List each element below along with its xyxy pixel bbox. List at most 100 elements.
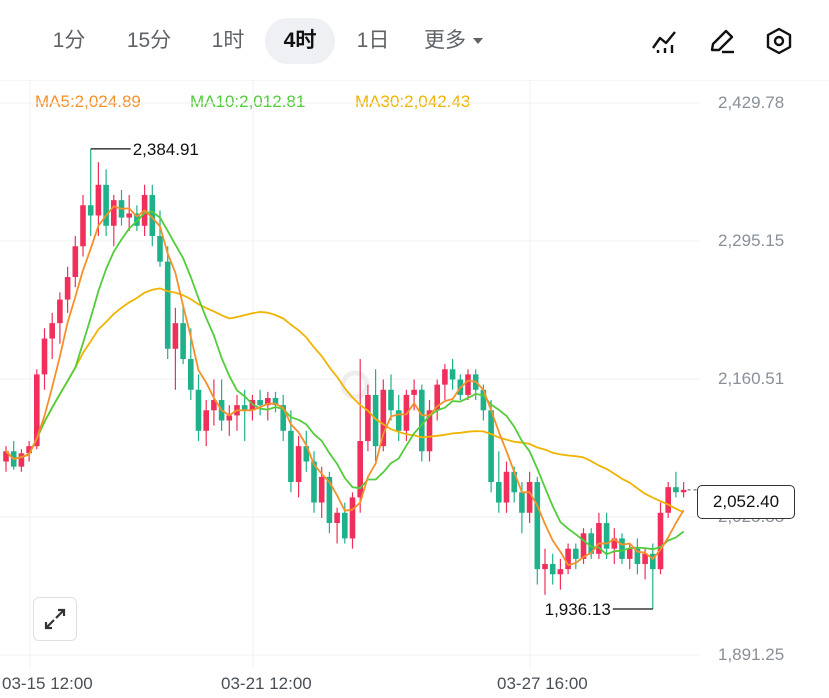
time-axis-label: 03-27 16:00	[497, 674, 588, 693]
candle-body	[41, 338, 48, 375]
candle-body	[188, 359, 194, 390]
candle-body	[488, 410, 494, 483]
candle-body	[280, 405, 286, 431]
candle-body	[619, 538, 625, 559]
fullscreen-button[interactable]	[33, 597, 77, 641]
candle-body	[326, 476, 333, 524]
indicator-icon[interactable]	[650, 26, 680, 56]
candle-body	[3, 451, 9, 462]
candle-body	[426, 410, 433, 452]
candle-body	[465, 374, 471, 395]
candle-body	[419, 389, 425, 452]
candle-body	[388, 389, 394, 411]
candle-body	[334, 512, 340, 524]
candle-body	[49, 323, 55, 339]
candle-body	[34, 374, 40, 447]
price-axis-label: 2,160.51	[718, 369, 785, 388]
candle-body	[18, 453, 25, 467]
candle-body	[357, 441, 363, 498]
candle-body	[680, 489, 687, 493]
candle-body	[249, 400, 256, 411]
candle-body	[318, 476, 325, 503]
candle-body	[449, 369, 456, 380]
candle-body	[588, 533, 594, 554]
candle-body	[303, 446, 310, 462]
candle-body	[573, 548, 579, 559]
candle-body	[295, 446, 302, 483]
interval-toolbar: 1分 15分 1时 4时 1日 更多	[0, 0, 829, 80]
ma30-legend: MA30:2,042.43	[355, 92, 471, 111]
candle-body	[126, 213, 132, 218]
interval-1d-button[interactable]: 1日	[356, 29, 390, 52]
watermark-logo	[340, 370, 370, 400]
candle-body	[342, 512, 348, 539]
candle-body	[542, 564, 548, 570]
candle-body	[603, 523, 610, 549]
candle-body	[442, 369, 448, 385]
ma5-line	[5, 205, 685, 567]
candle-body	[288, 430, 294, 483]
candle-body	[134, 213, 140, 226]
candle-body	[64, 277, 71, 300]
interval-15min-button[interactable]: 15分	[126, 29, 172, 52]
candle-body	[565, 548, 571, 570]
draw-pencil-icon[interactable]	[707, 26, 737, 56]
candle-body	[626, 548, 633, 559]
candle-body	[650, 553, 656, 570]
candle-body	[195, 389, 202, 431]
candle-body	[26, 446, 32, 454]
caret-down-icon	[473, 38, 483, 44]
candle-body	[534, 482, 541, 570]
candle-body	[241, 405, 248, 411]
candle-body	[549, 564, 556, 575]
ma10-line	[5, 210, 685, 556]
candle-body	[557, 569, 564, 575]
candle-body	[95, 184, 102, 216]
candle-body	[526, 482, 533, 513]
candle-body	[226, 415, 233, 421]
candle-body	[673, 487, 679, 493]
candle-body	[103, 184, 109, 226]
time-axis-label: 03-15 12:00	[2, 674, 93, 693]
candle-body	[503, 471, 510, 503]
candle-body	[272, 397, 279, 406]
candle-body	[349, 497, 356, 539]
more-label: 更多	[424, 29, 466, 52]
candle-body	[87, 205, 94, 216]
candle-body	[257, 400, 263, 406]
price-axis-label: 1,891.25	[718, 645, 785, 664]
candle-body	[149, 195, 156, 237]
candle-body	[80, 205, 86, 247]
candle-body	[496, 482, 502, 503]
ma5-legend: MA5:2,024.89	[35, 92, 141, 111]
candle-body	[203, 410, 209, 431]
candle-body	[372, 394, 379, 447]
candle-body	[657, 512, 664, 570]
expand-icon	[44, 608, 66, 630]
candle-body	[634, 548, 641, 565]
candle-body	[519, 492, 525, 513]
candlestick-chart[interactable]: 2,384.91 1,936.13	[0, 80, 829, 668]
candle-body	[365, 394, 371, 442]
candle-body	[111, 200, 117, 226]
price-axis-label: 2,295.15	[718, 231, 785, 250]
candle-body	[511, 471, 517, 493]
ma10-legend: MA10:2,012.81	[190, 92, 306, 111]
candle-body	[665, 487, 671, 513]
candle-body	[311, 461, 317, 503]
high-price-label: 2,384.91	[133, 140, 199, 159]
candle-body	[434, 384, 440, 411]
candle-body	[211, 400, 217, 411]
price-axis-label: 2,429.78	[718, 93, 785, 112]
time-axis-label: 03-21 12:00	[221, 674, 312, 693]
candle-body	[265, 397, 271, 406]
candle-body	[411, 389, 417, 395]
more-intervals-dropdown[interactable]: 更多	[420, 18, 488, 64]
candle-body	[164, 261, 171, 349]
interval-1h-button[interactable]: 1时	[211, 29, 245, 52]
candle-body	[395, 410, 402, 431]
settings-hex-icon[interactable]	[764, 26, 794, 56]
candle-body	[72, 246, 79, 278]
interval-1min-button[interactable]: 1分	[52, 29, 86, 52]
interval-4h-button[interactable]: 4时	[265, 18, 335, 64]
